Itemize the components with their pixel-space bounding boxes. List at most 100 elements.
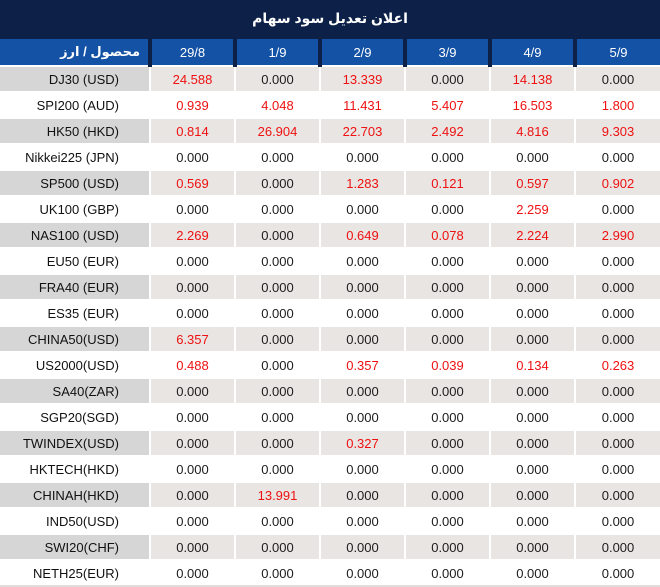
column-header-date-2: 1/9 [233,36,320,66]
value-cell: 0.000 [404,273,490,300]
value-cell: 0.000 [404,143,490,170]
value-cell: 0.000 [319,455,405,482]
table-row: NAS100 (USD) 2.269 0.000 0.649 0.078 2.224 2.9… [0,221,660,248]
value-cell: 13.991 [234,481,320,508]
value-cell: 0.000 [319,377,405,404]
value-cell: 0.000 [489,247,575,274]
table-row: HKTECH(HKD) 0.000 0.000 0.000 0.000 0.000 0.00… [0,455,660,482]
value-cell: 0.000 [489,377,575,404]
value-cell: 0.000 [149,377,235,404]
row-label: IND50(USD) [0,507,150,534]
value-cell: 0.000 [404,299,490,326]
value-cell: 0.000 [404,559,490,587]
row-label: HK50 (HKD) [0,117,150,144]
row-label: CHINAH(HKD) [0,481,150,508]
value-cell: 2.259 [489,195,575,222]
column-header-row: محصول / ارز 29/8 1/9 2/9 3/9 4/9 5/9 [0,36,660,66]
row-label: HKTECH(HKD) [0,455,150,482]
value-cell: 0.000 [573,455,660,482]
value-cell: 0.000 [404,481,490,508]
table-row: DJ30 (USD) 24.588 0.000 13.339 0.000 14.138 0.… [0,65,660,92]
table-row: TWINDEX(USD) 0.000 0.000 0.327 0.000 0.000 0.0… [0,429,660,456]
value-cell: 0.000 [573,533,660,560]
value-cell: 0.000 [234,169,320,196]
value-cell: 0.000 [489,299,575,326]
value-cell: 0.000 [234,221,320,248]
value-cell: 0.000 [149,143,235,170]
value-cell: 0.000 [573,507,660,534]
table-row: ES35 (EUR) 0.000 0.000 0.000 0.000 0.000 0.000 [0,299,660,326]
value-cell: 0.000 [234,247,320,274]
value-cell: 9.303 [573,117,660,144]
value-cell: 0.000 [149,429,235,456]
value-cell: 0.000 [149,247,235,274]
value-cell: 0.000 [149,195,235,222]
table-title: اعلان تعديل سود سهام [0,0,660,38]
value-cell: 0.000 [149,507,235,534]
value-cell: 0.814 [149,117,235,144]
value-cell: 0.000 [319,195,405,222]
row-label: US2000(USD) [0,351,150,378]
value-cell: 0.000 [234,65,320,92]
table-row: CHINA50(USD) 6.357 0.000 0.000 0.000 0.000 0.0… [0,325,660,352]
table-row: EU50 (EUR) 0.000 0.000 0.000 0.000 0.000 0.000 [0,247,660,274]
value-cell: 0.000 [234,325,320,352]
table-row: NETH25(EUR) 0.000 0.000 0.000 0.000 0.000 0.00… [0,559,660,587]
row-label: CHINA50(USD) [0,325,150,352]
row-label: EU50 (EUR) [0,247,150,274]
value-cell: 0.121 [404,169,490,196]
value-cell: 0.134 [489,351,575,378]
value-cell: 0.000 [573,481,660,508]
row-label: ES35 (EUR) [0,299,150,326]
table-row: CHINAH(HKD) 0.000 13.991 0.000 0.000 0.000 0.0… [0,481,660,508]
table-row: SGP20(SGD) 0.000 0.000 0.000 0.000 0.000 0.000 [0,403,660,430]
column-header-date-4: 3/9 [403,36,490,66]
value-cell: 0.000 [573,559,660,587]
row-label: NAS100 (USD) [0,221,150,248]
value-cell: 0.000 [319,533,405,560]
value-cell: 6.357 [149,325,235,352]
value-cell: 0.000 [319,481,405,508]
table-row: SWI20(CHF) 0.000 0.000 0.000 0.000 0.000 0.000 [0,533,660,560]
value-cell: 0.000 [404,533,490,560]
column-header-date-3: 2/9 [318,36,405,66]
value-cell: 0.327 [319,429,405,456]
value-cell: 0.000 [489,143,575,170]
value-cell: 0.902 [573,169,660,196]
value-cell: 0.000 [573,195,660,222]
value-cell: 0.357 [319,351,405,378]
value-cell: 0.000 [404,455,490,482]
row-label: TWINDEX(USD) [0,429,150,456]
value-cell: 22.703 [319,117,405,144]
column-header-date-1: 29/8 [148,36,235,66]
value-cell: 1.283 [319,169,405,196]
row-label: SPI200 (AUD) [0,91,150,118]
value-cell: 0.000 [573,143,660,170]
value-cell: 0.000 [404,65,490,92]
table-row: US2000(USD) 0.488 0.000 0.357 0.039 0.134 0.26… [0,351,660,378]
value-cell: 0.000 [404,507,490,534]
value-cell: 4.048 [234,91,320,118]
value-cell: 0.000 [404,325,490,352]
value-cell: 0.000 [319,325,405,352]
value-cell: 0.000 [234,507,320,534]
row-label: FRA40 (EUR) [0,273,150,300]
table-row: FRA40 (EUR) 0.000 0.000 0.000 0.000 0.000 0.00… [0,273,660,300]
value-cell: 0.039 [404,351,490,378]
value-cell: 1.800 [573,91,660,118]
value-cell: 0.000 [489,429,575,456]
value-cell: 2.224 [489,221,575,248]
value-cell: 0.649 [319,221,405,248]
value-cell: 0.000 [489,559,575,587]
table-row: UK100 (GBP) 0.000 0.000 0.000 0.000 2.259 0.00… [0,195,660,222]
value-cell: 0.939 [149,91,235,118]
value-cell: 0.000 [573,403,660,430]
value-cell: 0.000 [489,507,575,534]
row-label: UK100 (GBP) [0,195,150,222]
value-cell: 26.904 [234,117,320,144]
value-cell: 2.269 [149,221,235,248]
value-cell: 0.263 [573,351,660,378]
value-cell: 0.000 [319,247,405,274]
row-label: DJ30 (USD) [0,65,150,92]
